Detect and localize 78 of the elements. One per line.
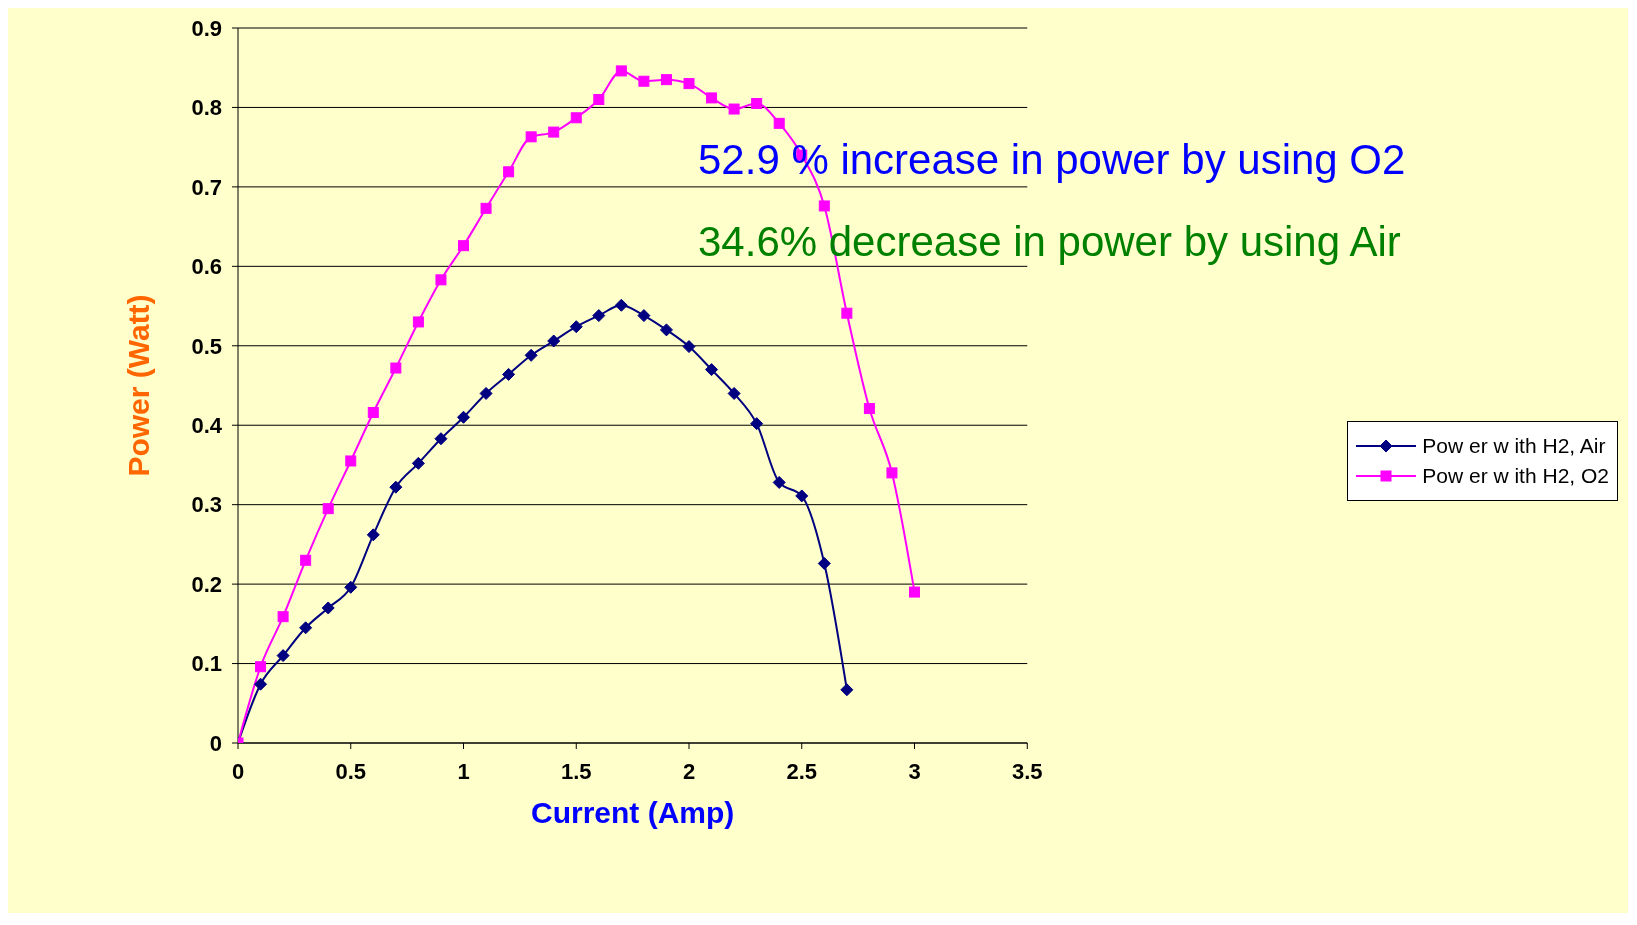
point [389, 480, 403, 494]
point [480, 202, 492, 214]
point [345, 455, 357, 467]
point [682, 340, 696, 354]
y-axis-title: Power (Watt) [121, 294, 155, 477]
y-tick-label: 0.5 [191, 333, 222, 359]
point [773, 117, 785, 129]
point [592, 309, 606, 323]
y-tick-label: 0.6 [191, 254, 222, 280]
point [255, 661, 267, 673]
point [570, 112, 582, 124]
point [818, 200, 830, 212]
point [547, 334, 561, 348]
point [637, 309, 651, 323]
point [705, 363, 719, 377]
legend-label: Pow er w ith H2, Air [1422, 433, 1606, 458]
point [525, 131, 537, 143]
point [435, 274, 447, 286]
point [434, 432, 448, 446]
point [909, 586, 921, 598]
point [728, 103, 740, 115]
point [344, 580, 358, 594]
x-tick-label: 2 [682, 758, 696, 784]
point [457, 410, 470, 424]
point [750, 417, 764, 431]
point [660, 74, 672, 86]
x-axis-title: Current (Amp) [530, 796, 735, 829]
point [548, 126, 560, 138]
point [817, 556, 831, 570]
y-tick-label: 0.7 [191, 174, 222, 200]
point [479, 386, 493, 400]
point [277, 611, 289, 623]
y-tick-label: 0.1 [191, 651, 222, 677]
point [367, 407, 379, 419]
y-tick-label: 0.3 [191, 492, 222, 518]
y-tick-label: 0.4 [191, 413, 223, 439]
point [683, 78, 695, 90]
point [886, 467, 898, 479]
y-tick-label: 0.2 [191, 571, 222, 597]
point [614, 298, 628, 312]
point [772, 475, 786, 489]
y-tick-label: 0.9 [191, 15, 222, 41]
point [503, 166, 515, 178]
point [593, 94, 605, 105]
x-tick-label: 0.5 [335, 758, 367, 784]
point [659, 323, 673, 337]
legend-label: Pow er w ith H2, O2 [1422, 463, 1609, 488]
point [390, 362, 402, 374]
point [412, 316, 424, 328]
point [840, 683, 854, 697]
point [706, 92, 718, 104]
point [299, 621, 313, 635]
x-tick-label: 1 [457, 758, 470, 784]
y-tick-label: 0 [209, 730, 222, 756]
x-tick-label: 3.5 [1011, 758, 1043, 784]
point [411, 456, 425, 470]
point [300, 554, 312, 566]
x-tick-label: 0 [231, 758, 245, 784]
point [638, 75, 650, 87]
point [276, 649, 290, 663]
point [524, 348, 538, 362]
point [615, 65, 627, 77]
x-tick-label: 2.5 [786, 758, 818, 784]
x-tick-label: 3 [908, 758, 921, 784]
y-tick-label: 0.8 [191, 95, 222, 121]
point [321, 601, 335, 615]
point [502, 367, 516, 381]
point [727, 386, 741, 400]
point [322, 503, 334, 515]
point [366, 528, 380, 542]
point [569, 320, 583, 334]
point [254, 677, 268, 691]
point [863, 403, 875, 415]
point [751, 97, 763, 109]
x-tick-label: 1.5 [560, 758, 592, 784]
point [458, 240, 469, 252]
point [841, 307, 853, 319]
point [795, 489, 809, 503]
